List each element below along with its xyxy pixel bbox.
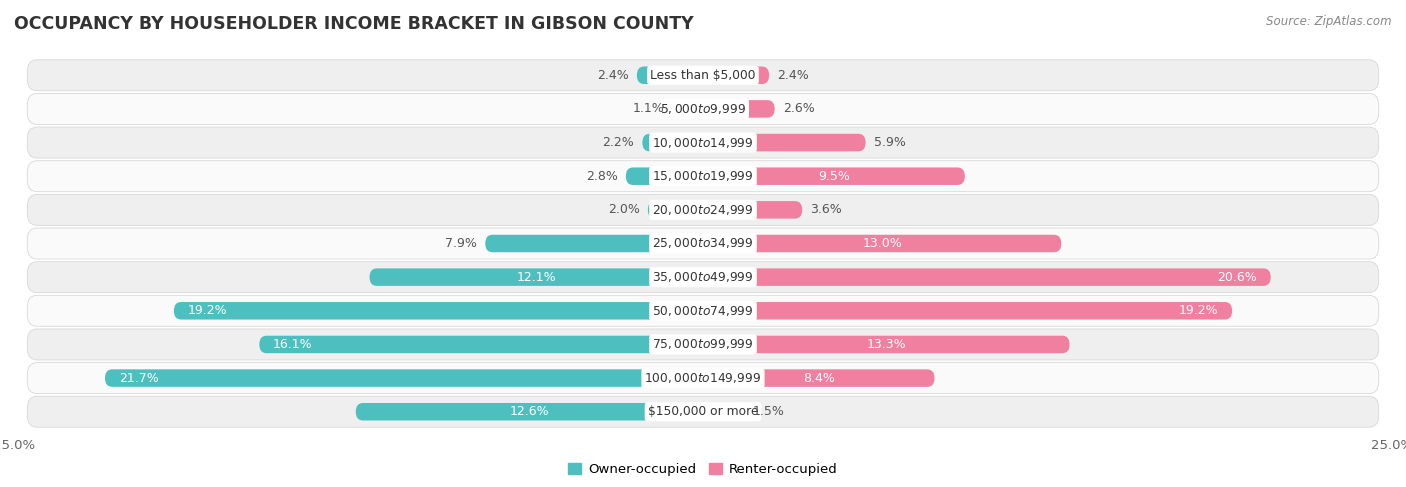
Text: 19.2%: 19.2% (187, 304, 228, 318)
Text: 7.9%: 7.9% (446, 237, 477, 250)
Text: 19.2%: 19.2% (1178, 304, 1219, 318)
FancyBboxPatch shape (27, 396, 1379, 427)
FancyBboxPatch shape (637, 67, 703, 84)
Text: 9.5%: 9.5% (818, 169, 849, 183)
FancyBboxPatch shape (672, 100, 703, 118)
FancyBboxPatch shape (370, 268, 703, 286)
FancyBboxPatch shape (27, 295, 1379, 326)
Text: 2.8%: 2.8% (586, 169, 617, 183)
Legend: Owner-occupied, Renter-occupied: Owner-occupied, Renter-occupied (562, 458, 844, 481)
Text: 21.7%: 21.7% (118, 372, 159, 385)
Text: $50,000 to $74,999: $50,000 to $74,999 (652, 304, 754, 318)
FancyBboxPatch shape (703, 336, 1070, 353)
Text: $10,000 to $14,999: $10,000 to $14,999 (652, 135, 754, 150)
Text: $15,000 to $19,999: $15,000 to $19,999 (652, 169, 754, 183)
Text: Source: ZipAtlas.com: Source: ZipAtlas.com (1267, 15, 1392, 28)
Text: $25,000 to $34,999: $25,000 to $34,999 (652, 237, 754, 250)
FancyBboxPatch shape (27, 127, 1379, 158)
FancyBboxPatch shape (27, 228, 1379, 259)
FancyBboxPatch shape (703, 201, 803, 219)
FancyBboxPatch shape (703, 67, 769, 84)
Text: 1.5%: 1.5% (752, 405, 785, 418)
FancyBboxPatch shape (27, 161, 1379, 192)
Text: 20.6%: 20.6% (1218, 271, 1257, 283)
Text: 3.6%: 3.6% (810, 204, 842, 216)
FancyBboxPatch shape (703, 134, 866, 151)
Text: 2.2%: 2.2% (602, 136, 634, 149)
FancyBboxPatch shape (703, 302, 1232, 319)
FancyBboxPatch shape (626, 168, 703, 185)
FancyBboxPatch shape (27, 194, 1379, 225)
FancyBboxPatch shape (648, 201, 703, 219)
FancyBboxPatch shape (27, 262, 1379, 293)
Text: OCCUPANCY BY HOUSEHOLDER INCOME BRACKET IN GIBSON COUNTY: OCCUPANCY BY HOUSEHOLDER INCOME BRACKET … (14, 15, 693, 33)
Text: Less than $5,000: Less than $5,000 (650, 69, 756, 82)
Text: 2.4%: 2.4% (778, 69, 810, 82)
FancyBboxPatch shape (485, 235, 703, 252)
Text: 13.3%: 13.3% (866, 338, 905, 351)
FancyBboxPatch shape (27, 363, 1379, 393)
FancyBboxPatch shape (27, 60, 1379, 91)
Text: 12.1%: 12.1% (516, 271, 557, 283)
FancyBboxPatch shape (703, 403, 744, 420)
Text: 2.4%: 2.4% (596, 69, 628, 82)
FancyBboxPatch shape (105, 369, 703, 387)
Text: 2.6%: 2.6% (783, 102, 814, 115)
Text: 5.9%: 5.9% (875, 136, 905, 149)
FancyBboxPatch shape (259, 336, 703, 353)
Text: 8.4%: 8.4% (803, 372, 835, 385)
FancyBboxPatch shape (703, 100, 775, 118)
FancyBboxPatch shape (356, 403, 703, 420)
Text: $75,000 to $99,999: $75,000 to $99,999 (652, 337, 754, 352)
Text: 12.6%: 12.6% (509, 405, 550, 418)
Text: $150,000 or more: $150,000 or more (648, 405, 758, 418)
Text: 13.0%: 13.0% (862, 237, 903, 250)
Text: $35,000 to $49,999: $35,000 to $49,999 (652, 270, 754, 284)
FancyBboxPatch shape (27, 329, 1379, 360)
Text: 2.0%: 2.0% (607, 204, 640, 216)
Text: $5,000 to $9,999: $5,000 to $9,999 (659, 102, 747, 116)
FancyBboxPatch shape (703, 369, 935, 387)
FancyBboxPatch shape (27, 94, 1379, 124)
FancyBboxPatch shape (174, 302, 703, 319)
FancyBboxPatch shape (643, 134, 703, 151)
Text: $100,000 to $149,999: $100,000 to $149,999 (644, 371, 762, 385)
FancyBboxPatch shape (703, 168, 965, 185)
FancyBboxPatch shape (703, 235, 1062, 252)
Text: 1.1%: 1.1% (633, 102, 665, 115)
FancyBboxPatch shape (703, 268, 1271, 286)
Text: 16.1%: 16.1% (273, 338, 312, 351)
Text: $20,000 to $24,999: $20,000 to $24,999 (652, 203, 754, 217)
